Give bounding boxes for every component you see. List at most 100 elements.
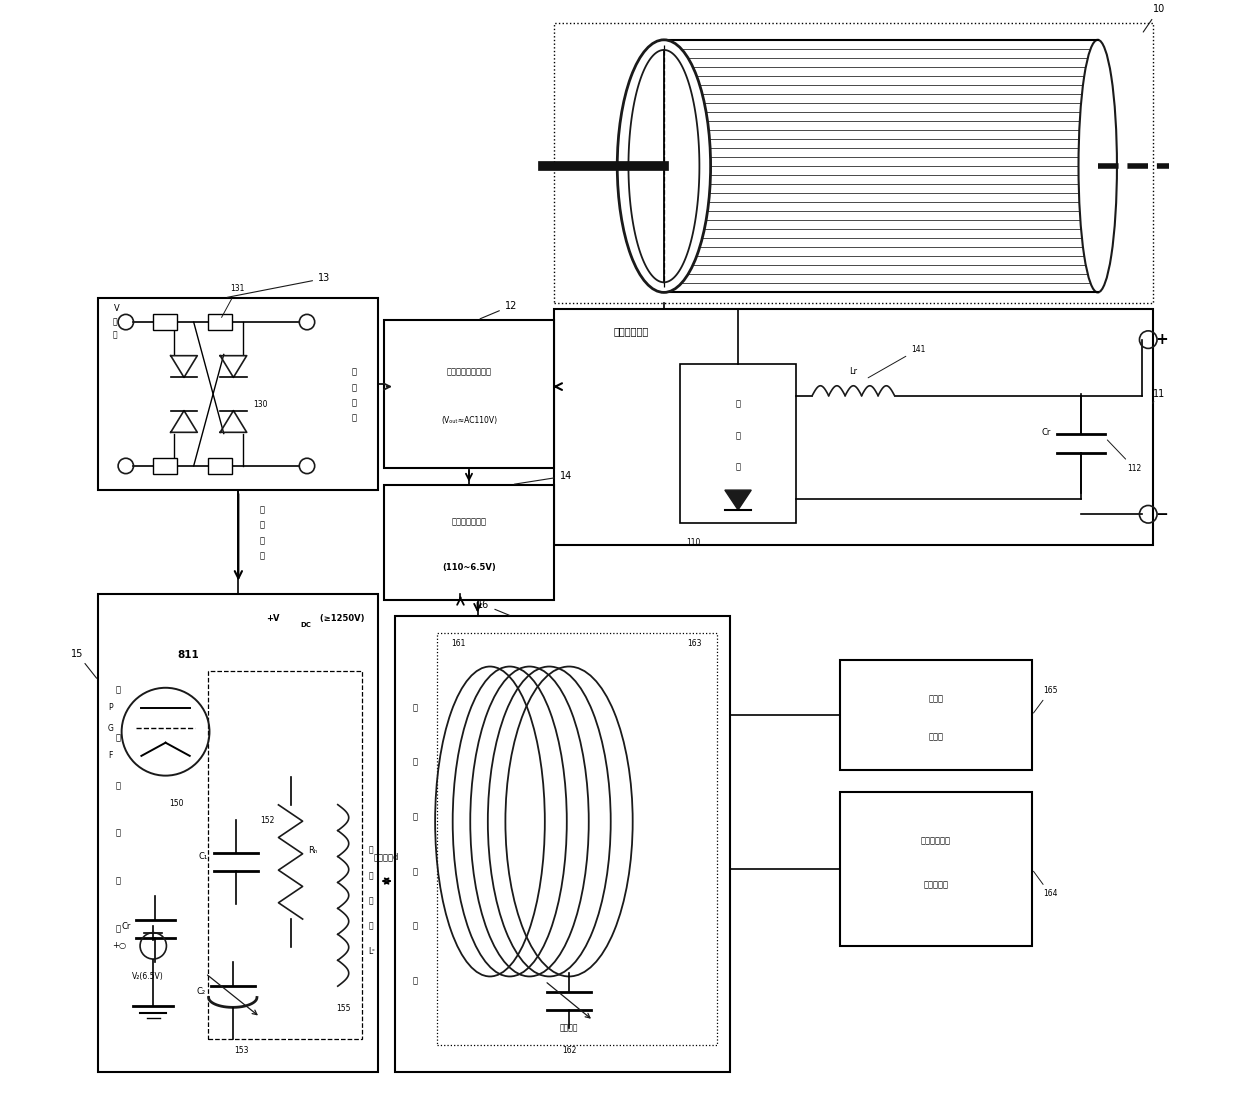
Text: 发: 发 xyxy=(368,846,373,854)
Text: F: F xyxy=(108,751,113,761)
Polygon shape xyxy=(725,490,751,510)
Bar xyxy=(384,484,554,600)
Text: 绝缘距离d: 绝缘距离d xyxy=(374,852,399,861)
Text: 可调电容: 可调电容 xyxy=(559,1024,578,1033)
Text: 线: 线 xyxy=(368,896,373,905)
Text: 能: 能 xyxy=(412,704,417,712)
Text: 压: 压 xyxy=(260,552,265,560)
Bar xyxy=(839,661,1032,770)
Bar xyxy=(98,595,378,1072)
Text: 统: 统 xyxy=(412,977,417,985)
Text: C₂: C₂ xyxy=(196,988,206,996)
Text: DC: DC xyxy=(300,622,311,629)
Bar xyxy=(436,633,717,1045)
Text: 152: 152 xyxy=(260,816,274,825)
Text: 11: 11 xyxy=(1153,389,1164,403)
Text: 可: 可 xyxy=(113,317,117,327)
Text: 压匹配系统: 压匹配系统 xyxy=(924,880,949,889)
Text: 统: 统 xyxy=(115,925,120,934)
Bar xyxy=(208,315,232,330)
Text: 10: 10 xyxy=(1143,4,1164,32)
Ellipse shape xyxy=(618,40,711,293)
Text: 162: 162 xyxy=(562,1046,577,1055)
Text: (≥1250V): (≥1250V) xyxy=(316,614,365,623)
Bar xyxy=(98,298,378,490)
Text: 量: 量 xyxy=(115,733,120,742)
Text: 测设备: 测设备 xyxy=(929,732,944,742)
Bar xyxy=(208,672,362,1039)
Text: 调: 调 xyxy=(113,330,117,340)
Bar xyxy=(554,309,1153,545)
Text: P: P xyxy=(108,704,113,712)
Text: 大功率工频逆变系统: 大功率工频逆变系统 xyxy=(446,368,491,377)
Text: 收: 收 xyxy=(412,868,417,876)
Text: 130: 130 xyxy=(254,401,268,410)
Text: Lᶜ: Lᶜ xyxy=(368,947,376,956)
Text: 在线监: 在线监 xyxy=(929,695,944,704)
Text: 接: 接 xyxy=(412,813,417,821)
Text: 射: 射 xyxy=(115,829,120,838)
Text: 141: 141 xyxy=(868,345,925,378)
Text: Cr: Cr xyxy=(1042,428,1050,437)
Text: 153: 153 xyxy=(234,1046,249,1055)
Text: 811: 811 xyxy=(177,650,198,659)
Text: 升: 升 xyxy=(352,368,357,377)
Text: 150: 150 xyxy=(170,798,184,808)
Text: V: V xyxy=(114,304,119,314)
Text: +: + xyxy=(1154,333,1168,347)
Text: 163: 163 xyxy=(687,640,702,648)
Bar xyxy=(554,23,1153,304)
Text: 112: 112 xyxy=(1107,440,1142,472)
Text: 发: 发 xyxy=(115,781,120,791)
Bar xyxy=(394,617,730,1072)
Text: 电: 电 xyxy=(352,399,357,407)
Text: 高: 高 xyxy=(260,536,265,545)
Text: C₁: C₁ xyxy=(198,852,208,861)
Text: 系: 系 xyxy=(412,922,417,930)
Text: 161: 161 xyxy=(451,640,466,648)
Text: (Vₒᵤₜ≈AC110V): (Vₒᵤₜ≈AC110V) xyxy=(441,416,497,425)
Text: 整: 整 xyxy=(735,400,740,408)
Bar xyxy=(208,458,232,473)
Bar xyxy=(663,40,1097,293)
Text: 165: 165 xyxy=(1033,686,1058,713)
Text: 整流稳压电路: 整流稳压电路 xyxy=(614,326,649,336)
Text: Rₕ: Rₕ xyxy=(308,847,317,855)
Text: 射: 射 xyxy=(368,871,373,880)
Ellipse shape xyxy=(1079,40,1117,293)
Text: 14: 14 xyxy=(515,471,572,484)
Text: −: − xyxy=(1154,506,1168,522)
Text: 小功率整流稳: 小功率整流稳 xyxy=(921,837,951,846)
Text: 路: 路 xyxy=(352,414,357,423)
Text: 系: 系 xyxy=(115,876,120,885)
Bar xyxy=(839,792,1032,946)
Text: +V: +V xyxy=(267,614,280,623)
Text: 压: 压 xyxy=(352,383,357,392)
Text: 15: 15 xyxy=(71,648,97,678)
Text: (110~6.5V): (110~6.5V) xyxy=(443,563,496,573)
Text: Lr: Lr xyxy=(849,367,857,375)
Bar xyxy=(154,315,177,330)
Text: 圈: 圈 xyxy=(368,922,373,930)
Text: 16: 16 xyxy=(477,600,510,615)
Text: 量: 量 xyxy=(412,757,417,766)
Text: 流: 流 xyxy=(735,430,740,440)
Text: 110: 110 xyxy=(686,538,701,547)
Text: 12: 12 xyxy=(480,301,517,319)
Text: Cr: Cr xyxy=(122,923,131,931)
Text: 155: 155 xyxy=(336,1004,351,1013)
Bar xyxy=(681,363,796,523)
Text: 131: 131 xyxy=(222,284,244,317)
Text: G: G xyxy=(108,724,114,733)
Text: 164: 164 xyxy=(1033,871,1058,898)
Text: +○: +○ xyxy=(112,941,125,950)
Text: 13: 13 xyxy=(227,273,330,297)
Text: 工频变压器电路: 工频变压器电路 xyxy=(451,517,486,526)
Bar xyxy=(384,320,554,468)
Text: 桥: 桥 xyxy=(735,462,740,472)
Text: 直: 直 xyxy=(260,505,265,514)
Text: V₂(6.5V): V₂(6.5V) xyxy=(131,972,164,981)
Text: 能: 能 xyxy=(115,686,120,695)
Bar xyxy=(154,458,177,473)
Text: 流: 流 xyxy=(260,521,265,530)
